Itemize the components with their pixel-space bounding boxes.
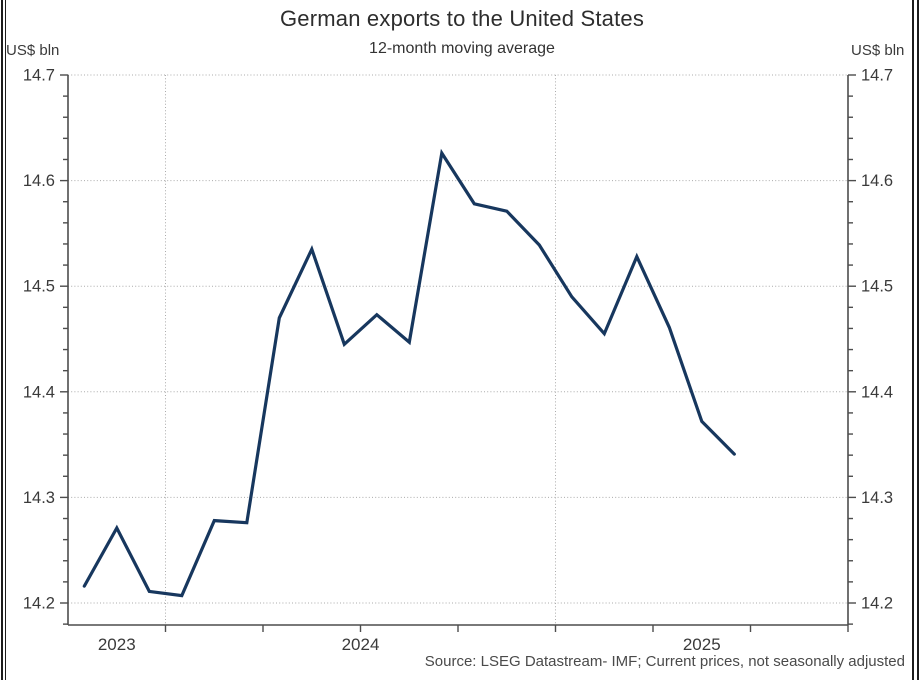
y-tick-label-left: 14.6 [23,172,55,190]
right-frame-border-outer [917,0,919,680]
y-tick-label-right: 14.6 [861,172,893,190]
x-year-label: 2025 [683,635,721,654]
left-frame-border-outer [1,0,3,680]
y-tick-label-right: 14.4 [861,383,893,401]
y-tick-label-left: 14.2 [23,595,55,613]
y-axis-unit-label-right: US$ bln [851,42,905,59]
y-tick-label-right: 14.3 [861,489,893,507]
right-frame-border-inner [912,0,914,680]
chart-subtitle: 12-month moving average [369,40,555,57]
y-tick-label-right: 14.7 [861,67,893,85]
source-attribution: Source: LSEG Datastream- IMF; Current pr… [424,653,905,670]
y-tick-label-right: 14.5 [861,278,893,296]
y-tick-label-left: 14.3 [23,489,55,507]
left-frame-border-inner [5,0,6,680]
data-line-series [82,148,736,598]
y-tick-label-left: 14.5 [23,278,55,296]
y-tick-label-right: 14.2 [861,595,893,613]
y-tick-label-left: 14.4 [23,383,55,401]
y-tick-label-left: 14.7 [23,67,55,85]
x-year-label: 2024 [342,635,380,654]
x-year-label: 2023 [98,635,136,654]
chart-title: German exports to the United States [279,6,645,31]
y-axis-unit-label-left: US$ bln [6,42,60,59]
